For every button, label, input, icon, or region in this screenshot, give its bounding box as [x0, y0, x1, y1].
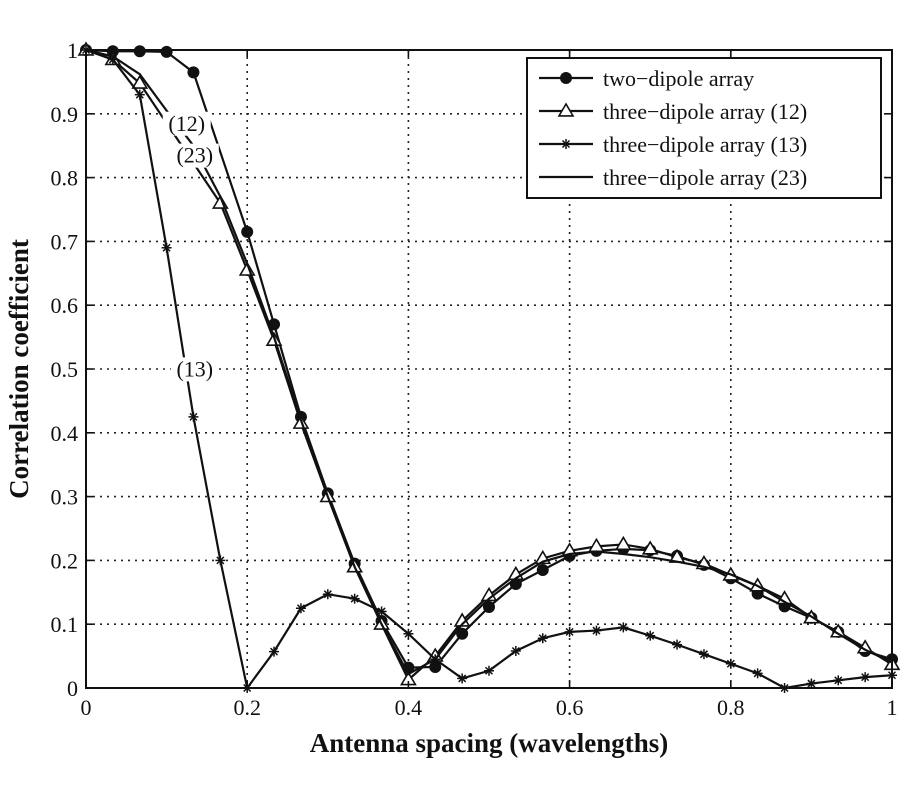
legend-box — [526, 57, 882, 199]
legend-three-dipole-12-label: three−dipole array (12) — [603, 99, 807, 124]
y-tick-label: 0.7 — [51, 229, 79, 254]
y-tick-label: 0.2 — [51, 548, 79, 573]
series-three-dipole-12-point — [641, 540, 659, 555]
annotation-backdrop — [170, 143, 219, 168]
series-three-dipole-13-point — [457, 673, 468, 684]
series-two-dipole-point — [483, 600, 495, 613]
x-axis-title: Antenna spacing (wavelengths) — [310, 728, 669, 758]
series-three-dipole-13-point — [752, 668, 763, 679]
series-three-dipole-13-point — [161, 242, 172, 253]
annotation-backdrop — [170, 357, 219, 382]
y-tick-label: 0 — [67, 676, 78, 701]
series-three-dipole-13-point — [349, 593, 360, 604]
series-three-dipole-13-point — [564, 626, 575, 637]
y-tick-label: 1 — [67, 38, 78, 63]
series-two-dipole-point — [456, 627, 469, 640]
series-three-dipole-13-point — [215, 555, 226, 566]
legend-three-dipole-13-label: three−dipole array (13) — [603, 132, 807, 157]
series-three-dipole-13-point — [618, 622, 629, 633]
series-three-dipole-12-point — [480, 586, 498, 602]
legend-three-dipole-12-point — [557, 102, 575, 117]
series-three-dipole-13-point — [725, 658, 736, 669]
series-three-dipole-13-point — [403, 628, 414, 639]
series-two-dipole-point — [429, 660, 442, 673]
series-three-dipole-13-point — [484, 665, 494, 676]
annotation-backdrop — [162, 111, 211, 136]
series-layer — [77, 41, 900, 693]
series-two-dipole-point — [536, 563, 549, 576]
series-three-dipole-23-line — [85, 48, 893, 676]
legend-three-dipole-13-point — [561, 139, 571, 149]
series-three-dipole-13-point — [806, 678, 817, 689]
legend: two−dipole array three−dipole array (12) t… — [526, 57, 882, 199]
series-two-dipole-point — [133, 45, 146, 58]
series-two-dipole-point — [160, 45, 173, 58]
annotation-label: (23) — [176, 143, 213, 168]
annotation-label: (13) — [176, 356, 213, 381]
series-three-dipole-13-point — [269, 646, 280, 657]
series-three-dipole-13-point — [134, 89, 145, 100]
legend-three-dipole-23-label: three−dipole array (23) — [603, 165, 807, 190]
series-three-dipole-12-point — [614, 535, 632, 551]
y-tick-label: 0.1 — [51, 612, 79, 637]
legend-two-dipole-point — [560, 72, 572, 84]
x-tick-label: 0.2 — [233, 695, 261, 720]
series-three-dipole-23 — [85, 48, 893, 676]
annotation-label: (12) — [168, 111, 205, 136]
series-three-dipole-13-point — [833, 675, 844, 686]
series-two-dipole-point — [241, 225, 254, 238]
y-axis-title: Correlation coefficient — [4, 239, 34, 499]
x-tick-label: 1 — [887, 695, 898, 720]
series-three-dipole-13-point — [537, 633, 548, 644]
series-three-dipole-13-point — [510, 645, 521, 656]
tick-layer: 0 0.2 0.4 0.6 0.8 1 0 0.1 0.2 0.3 0.4 0.5 0.6 0.7 0.8 0… — [51, 38, 898, 720]
y-tick-label: 0.3 — [51, 485, 79, 510]
annotation-layer: (12) (23) (13) — [162, 111, 219, 382]
x-tick-label: 0 — [81, 695, 92, 720]
series-three-dipole-13-point — [860, 672, 871, 683]
series-three-dipole-13-point — [672, 639, 683, 650]
y-tick-label: 0.9 — [51, 102, 79, 127]
y-tick-label: 0.8 — [51, 166, 79, 191]
series-three-dipole-12-point — [131, 74, 149, 89]
series-three-dipole-13-point — [591, 625, 602, 636]
y-tick-label: 0.4 — [51, 421, 79, 446]
legend-two-dipole-label: two−dipole array — [603, 66, 754, 91]
series-three-dipole-13-point — [376, 606, 387, 617]
series-three-dipole-13-point — [322, 589, 333, 600]
y-tick-label: 0.5 — [51, 357, 79, 382]
series-three-dipole-13-point — [188, 411, 199, 422]
series-two-dipole-point — [187, 66, 200, 79]
y-tick-label: 0.6 — [51, 293, 79, 318]
series-three-dipole-13-point — [295, 603, 306, 614]
series-three-dipole-13-point — [698, 649, 709, 660]
series-three-dipole-13-point — [645, 630, 656, 641]
x-tick-label: 0.8 — [717, 695, 745, 720]
x-tick-label: 0.4 — [395, 695, 423, 720]
x-tick-label: 0.6 — [556, 695, 584, 720]
